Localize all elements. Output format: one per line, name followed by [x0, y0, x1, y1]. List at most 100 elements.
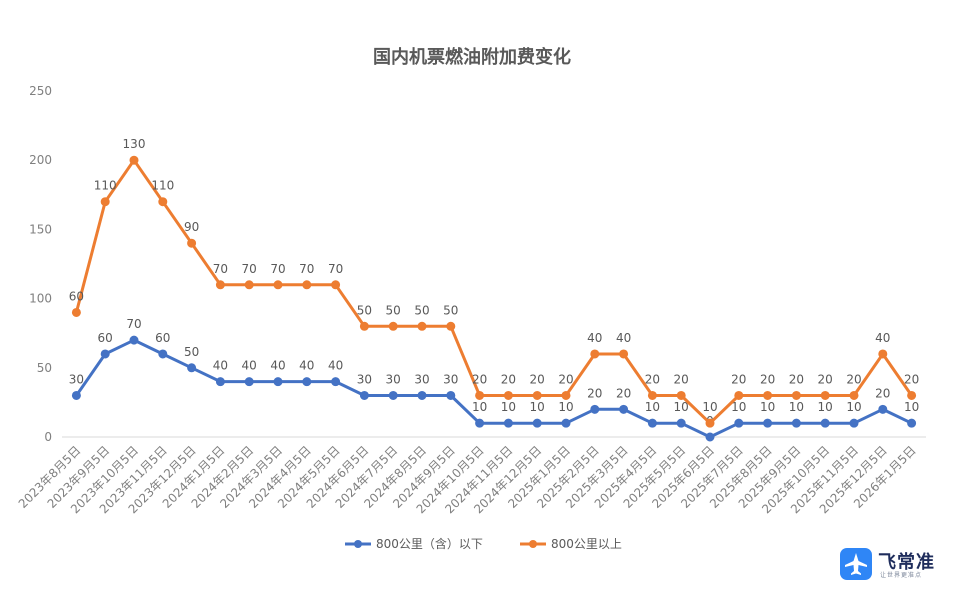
data-label: 40 — [299, 359, 314, 373]
data-point — [763, 418, 773, 428]
data-point — [158, 197, 168, 207]
plane-logo-icon — [840, 548, 872, 580]
data-point — [331, 377, 341, 387]
data-label: 20 — [875, 386, 890, 400]
data-point — [590, 404, 600, 414]
data-point — [244, 377, 254, 387]
legend-label: 800公里以上 — [551, 537, 622, 551]
data-label: 70 — [328, 262, 343, 276]
data-point — [71, 390, 81, 400]
data-label: 110 — [151, 179, 174, 193]
data-label: 50 — [386, 303, 401, 317]
data-point — [331, 280, 341, 290]
data-point — [475, 390, 485, 400]
plot-area: 30 60 70 60 50 40 40 40 40 40 30 30 30 30 10 10 10 10 20 20… — [69, 137, 919, 442]
data-label: 20 — [501, 372, 516, 386]
data-point — [187, 238, 197, 248]
data-label: 10 — [789, 400, 804, 414]
data-point — [129, 335, 139, 345]
data-label: 70 — [126, 317, 141, 331]
data-label: 50 — [414, 303, 429, 317]
data-label: 10 — [674, 400, 689, 414]
series-line — [74, 338, 914, 439]
data-point — [676, 418, 686, 428]
data-point — [215, 377, 225, 387]
data-label: 60 — [155, 331, 170, 345]
data-point — [676, 390, 686, 400]
data-label: 130 — [123, 137, 146, 151]
data-point — [820, 390, 830, 400]
data-point — [244, 280, 254, 290]
x-axis: 2023年8月5日2023年9月5日2023年10月5日2023年11月5日20… — [16, 436, 926, 516]
data-point — [705, 418, 715, 428]
legend: 800公里（含）以下 800公里以上 — [345, 536, 622, 551]
data-label: 30 — [414, 372, 429, 386]
data-point — [388, 321, 398, 331]
data-point — [820, 418, 830, 428]
data-label: 20 — [904, 372, 919, 386]
data-label: 50 — [357, 303, 372, 317]
data-point — [734, 390, 744, 400]
data-point — [532, 418, 542, 428]
data-point — [359, 321, 369, 331]
data-point — [619, 349, 629, 359]
data-label: 20 — [846, 372, 861, 386]
data-label: 60 — [98, 331, 113, 345]
data-label: 60 — [69, 289, 84, 303]
data-label: 30 — [357, 372, 372, 386]
data-label: 30 — [69, 372, 84, 386]
data-label: 20 — [645, 372, 660, 386]
data-point — [590, 349, 600, 359]
data-point — [705, 432, 715, 442]
y-tick-label: 50 — [37, 361, 52, 375]
y-tick-label: 250 — [29, 84, 52, 98]
data-point — [273, 377, 283, 387]
data-point — [503, 390, 513, 400]
data-point — [417, 321, 427, 331]
data-label: 40 — [587, 331, 602, 345]
data-point — [849, 418, 859, 428]
data-point — [302, 377, 312, 387]
data-label: 110 — [94, 179, 117, 193]
series-line — [74, 158, 914, 425]
data-label: 40 — [328, 359, 343, 373]
data-point — [158, 349, 168, 359]
data-point — [359, 390, 369, 400]
data-point — [187, 363, 197, 373]
data-label: 10 — [760, 400, 775, 414]
data-label: 20 — [789, 372, 804, 386]
data-point — [561, 418, 571, 428]
data-label: 10 — [818, 400, 833, 414]
data-label: 40 — [875, 331, 890, 345]
data-label: 90 — [184, 220, 199, 234]
y-tick-label: 100 — [29, 292, 52, 306]
data-point — [647, 390, 657, 400]
legend-label: 800公里（含）以下 — [376, 536, 483, 551]
data-point — [446, 321, 456, 331]
data-point — [100, 197, 110, 207]
data-point — [763, 390, 773, 400]
brand-logo: 飞常准 让世界更准点 — [840, 548, 940, 582]
legend-marker — [529, 540, 537, 548]
data-point — [475, 418, 485, 428]
data-point — [388, 390, 398, 400]
data-label: 40 — [213, 359, 228, 373]
y-tick-label: 200 — [29, 153, 52, 167]
data-label: 70 — [299, 262, 314, 276]
data-label: 20 — [530, 372, 545, 386]
data-label: 20 — [558, 372, 573, 386]
data-label: 30 — [386, 372, 401, 386]
data-label: 20 — [616, 386, 631, 400]
data-point — [215, 280, 225, 290]
data-point — [791, 418, 801, 428]
brand-slogan: 让世界更准点 — [880, 572, 923, 579]
data-label: 20 — [472, 372, 487, 386]
data-label: 40 — [270, 359, 285, 373]
data-label: 20 — [674, 372, 689, 386]
data-label: 10 — [904, 400, 919, 414]
data-label: 10 — [731, 400, 746, 414]
data-point — [503, 418, 513, 428]
y-tick-label: 150 — [29, 222, 52, 236]
data-point — [129, 155, 139, 165]
